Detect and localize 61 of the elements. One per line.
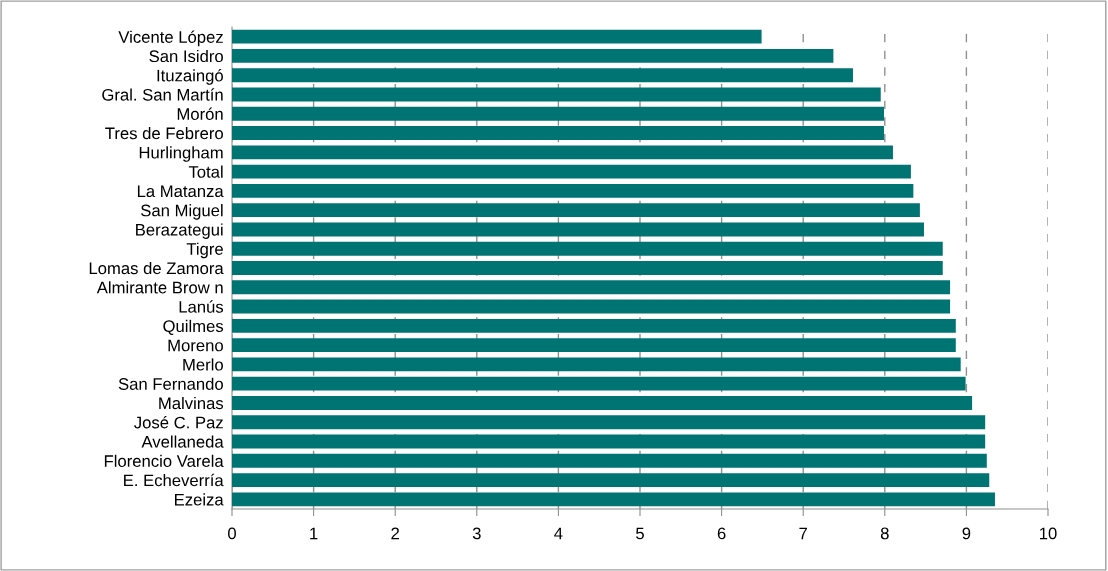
y-tick-label: Merlo bbox=[183, 358, 223, 371]
y-tick-label: Tres de Febrero bbox=[105, 127, 223, 140]
bar bbox=[232, 68, 853, 83]
y-tick-label: Florencio Varela bbox=[104, 454, 224, 467]
bar bbox=[232, 241, 943, 256]
bar bbox=[232, 492, 995, 507]
y-tick-label: Ezeiza bbox=[175, 493, 224, 506]
y-tick-label: San Fernando bbox=[118, 377, 223, 390]
bar bbox=[232, 396, 973, 410]
bar bbox=[232, 126, 884, 140]
bar bbox=[232, 299, 951, 314]
bar bbox=[232, 318, 956, 333]
x-tick-label: 1 bbox=[310, 527, 318, 540]
x-tick-label: 7 bbox=[799, 527, 807, 540]
y-tick-label: La Matanza bbox=[137, 185, 224, 198]
x-tick-label: 3 bbox=[472, 527, 481, 540]
x-tick-label: 10 bbox=[1040, 527, 1057, 540]
y-tick-label: Quilmes bbox=[163, 319, 224, 336]
y-tick-label: José C. Paz bbox=[134, 416, 223, 429]
y-tick-label: Almirante Brow n bbox=[96, 281, 223, 294]
bar bbox=[232, 48, 834, 63]
y-tick-label: Malvinas bbox=[159, 396, 224, 410]
y-tick-label: Total bbox=[188, 165, 223, 178]
y-tick-label: San Miguel bbox=[141, 204, 223, 220]
y-tick-label: Lanús bbox=[179, 300, 224, 313]
bar bbox=[232, 29, 762, 44]
x-tick-label: 8 bbox=[880, 527, 889, 540]
y-tick-label: Ituzaingó bbox=[157, 69, 223, 85]
y-tick-label: Gral. San Martín bbox=[102, 88, 223, 101]
x-tick-label: 5 bbox=[636, 527, 644, 540]
y-tick-label: Berazategui bbox=[136, 223, 223, 239]
bar bbox=[232, 434, 986, 449]
y-tick-label: Vicente López bbox=[118, 30, 223, 47]
y-tick-label: Hurlingham bbox=[139, 146, 223, 162]
bar bbox=[232, 280, 951, 295]
bar bbox=[232, 145, 893, 160]
bar bbox=[232, 87, 881, 102]
bar bbox=[232, 261, 943, 275]
y-tick-label: Moreno bbox=[168, 339, 223, 352]
y-tick-label: Tigre bbox=[186, 242, 223, 259]
bar bbox=[232, 106, 884, 121]
bar bbox=[232, 453, 987, 468]
x-tick-label: 0 bbox=[228, 527, 236, 540]
bar bbox=[232, 473, 990, 488]
bar bbox=[232, 183, 914, 198]
y-tick-label: Lomas de Zamora bbox=[89, 261, 224, 275]
bar bbox=[232, 376, 966, 391]
y-tick-label: E. Echeverría bbox=[124, 473, 224, 487]
x-tick-label: 6 bbox=[717, 527, 726, 540]
x-tick-label: 9 bbox=[962, 527, 971, 540]
bar bbox=[232, 415, 986, 430]
y-tick-label: San Isidro bbox=[149, 49, 223, 63]
x-tick-label: 4 bbox=[554, 527, 563, 540]
y-tick-label: Morón bbox=[177, 107, 223, 120]
bar bbox=[232, 357, 961, 372]
bar bbox=[232, 222, 924, 237]
x-tick-label: 2 bbox=[391, 527, 399, 540]
y-tick-label: Avellaneda bbox=[141, 435, 224, 448]
bar bbox=[232, 203, 920, 218]
bar bbox=[232, 338, 956, 353]
bar bbox=[232, 164, 911, 179]
